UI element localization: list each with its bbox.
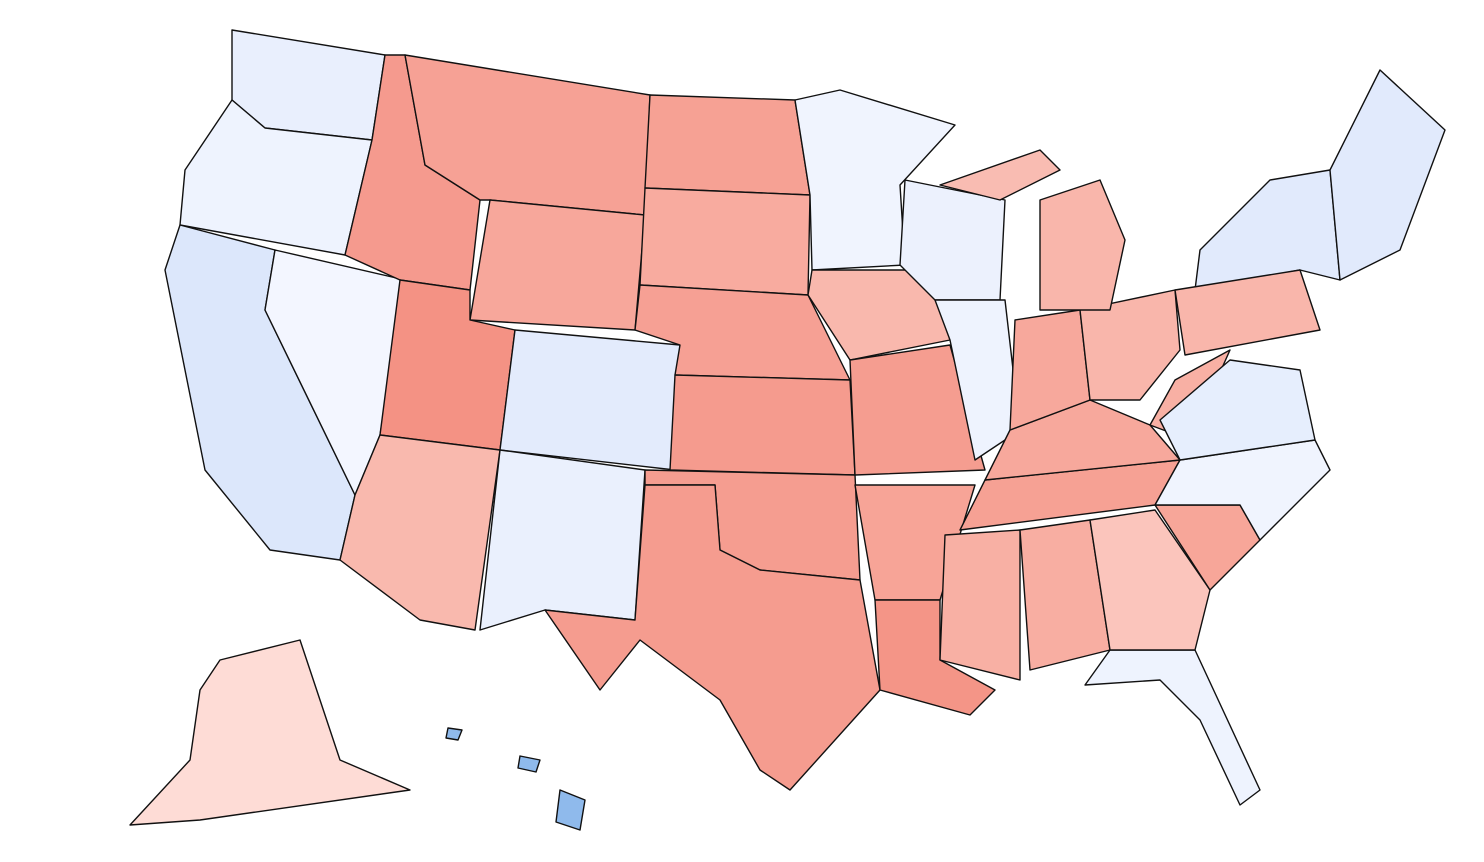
region (1039, 179, 1126, 311)
region (874, 599, 996, 716)
region (669, 374, 856, 476)
region (129, 639, 411, 826)
region (849, 344, 986, 476)
region (1089, 509, 1211, 651)
region (1079, 289, 1181, 401)
region (934, 299, 1021, 461)
region (1159, 359, 1316, 461)
region (1329, 69, 1446, 281)
region (555, 789, 586, 831)
region (1084, 649, 1261, 806)
region (544, 484, 881, 791)
region (517, 755, 541, 773)
region (479, 449, 646, 631)
region (644, 94, 811, 196)
region (1194, 169, 1341, 291)
region (499, 329, 681, 471)
region (1174, 269, 1321, 356)
region (445, 727, 463, 741)
region (469, 199, 646, 331)
region (939, 149, 1061, 201)
region (939, 529, 1021, 681)
region (639, 187, 811, 296)
